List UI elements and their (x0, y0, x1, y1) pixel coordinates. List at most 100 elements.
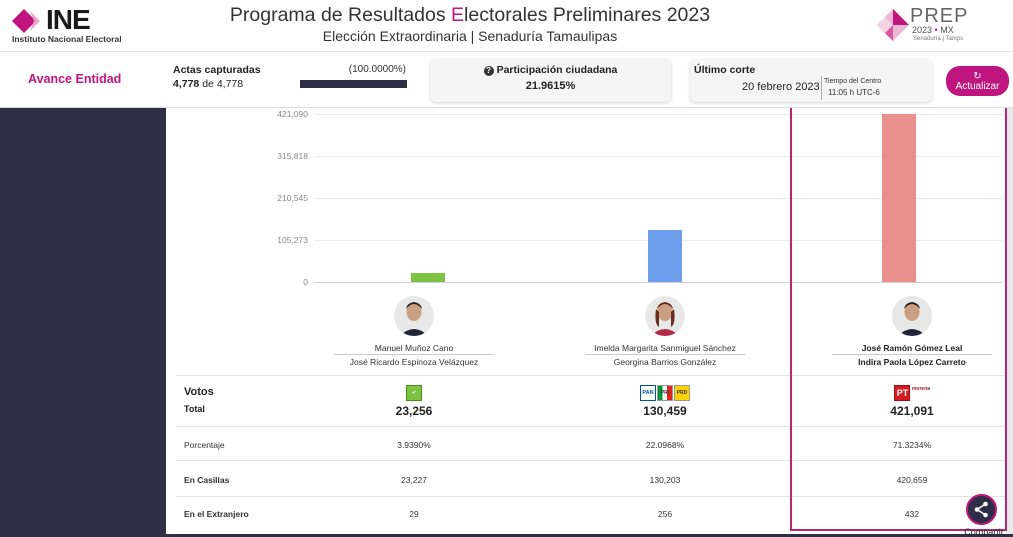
candidate-substitute-name: José Ricardo Espinoza Velázquez (349, 357, 479, 367)
chart-gridline (314, 156, 1003, 157)
title-part1: Programa de Resultados (229, 4, 452, 26)
ultimo-corte-label: Último corte (694, 64, 756, 76)
prep-diamond-icon (877, 9, 909, 41)
participacion-label-row: ? Participación ciudadana (430, 64, 671, 76)
results-panel: 421,090 315,818 210,545 105,273 0 Manuel Muñ… (166, 108, 1013, 534)
prep-dot: • (934, 25, 938, 35)
prep-year: 2023 (912, 25, 933, 35)
table-cell: 420,659 (896, 475, 928, 485)
table-cell: 432 (904, 509, 920, 519)
refresh-icon: ↻ (973, 71, 982, 82)
total-votes-cell: 421,091 (890, 404, 934, 418)
row-label: Porcentaje (184, 440, 225, 450)
ultimo-corte-divider (821, 76, 822, 100)
row-divider (176, 460, 1006, 461)
chart-gridline (314, 114, 1003, 115)
y-tick-label: 315,818 (277, 151, 308, 161)
candidate-avatar-icon (645, 296, 685, 336)
y-tick-label: 0 (303, 277, 308, 287)
verde-party-icon: ✔ (406, 385, 422, 401)
y-tick-label: 210,545 (277, 193, 308, 203)
party-logos: ✔ (324, 385, 504, 401)
title-highlight: E (451, 4, 465, 26)
candidate-divider (585, 354, 745, 355)
table-cell: 130,203 (649, 475, 681, 485)
share-label: Compartir (964, 527, 1004, 537)
summary-strip: Avance Entidad Actas capturadas (100.000… (0, 52, 1013, 108)
total-votes-cell: 130,459 (643, 404, 687, 418)
share-widget[interactable]: Compartir (958, 491, 1010, 537)
votos-total-label: Total (184, 404, 205, 414)
votos-title: Votos (184, 386, 214, 398)
candidate-substitute-name: Indira Paola López Carreto (858, 357, 966, 367)
ultimo-corte-date: 20 febrero 2023 (742, 81, 820, 93)
timezone-time: 11:05 h UTC-6 (828, 88, 880, 97)
prep-logo: PREP 2023 • MX Senaduría | Tamps (876, 5, 996, 48)
row-label: En Casillas (184, 475, 230, 485)
row-divider (176, 426, 1006, 427)
table-cell: 23,227 (401, 475, 427, 485)
prep-country: MX (940, 25, 954, 35)
ine-logo[interactable]: INE Instituto Nacional Electoral (12, 4, 127, 45)
actas-de: de (202, 78, 214, 90)
row-divider (176, 375, 1006, 376)
panel-edge (1007, 108, 1013, 534)
pan-party-icon: PAN (640, 385, 656, 401)
candidate-avatar-icon (892, 296, 932, 336)
total-votes-cell: 23,256 (395, 404, 433, 418)
table-cell: 29 (409, 509, 419, 519)
candidate-divider (334, 354, 494, 355)
participacion-card: ? Participación ciudadana 21.9615% (430, 59, 671, 102)
pt-party-icon: PT (894, 385, 911, 401)
top-header: INE Instituto Nacional Electoral Program… (0, 0, 1013, 52)
votes-bar-chart: 421,090 315,818 210,545 105,273 0 (166, 108, 1013, 288)
chart-gridline (314, 198, 1003, 199)
y-tick-label: 105,273 (277, 235, 308, 245)
row-label: En el Extranjero (184, 509, 249, 519)
actas-count: 4,778 de 4,778 (173, 78, 243, 90)
party-logos: PAN PRI PRD (575, 385, 755, 401)
share-icon (974, 501, 988, 518)
title-part2: lectorales Preliminares 2023 (464, 4, 711, 26)
page-subtitle: Elección Extraordinaria | Senaduría Tama… (322, 28, 618, 44)
prep-word: PREP (910, 5, 969, 27)
ine-subtitle: Instituto Nacional Electoral (12, 34, 122, 44)
ine-logo-text: INE (46, 4, 91, 35)
page-title: Programa de Resultados Electorales Preli… (200, 4, 740, 27)
prep-location: Senaduría | Tamps (913, 36, 964, 42)
candidate-name: José Ramón Gómez Leal (861, 343, 963, 353)
table-cell: 256 (657, 509, 673, 519)
candidate-substitute-name: Georgina Barrios González (613, 357, 717, 367)
timezone-label: Tiempo del Centro (824, 78, 882, 85)
chart-bar[interactable] (882, 113, 916, 282)
candidate-divider (832, 354, 992, 355)
row-divider (176, 496, 1006, 497)
pri-party-icon: PRI (657, 385, 673, 401)
left-sidebar (0, 108, 166, 534)
candidate-name: Imelda Margarita Sanmiguel Sánchez (594, 343, 736, 353)
chart-baseline (314, 282, 1003, 283)
morena-party-icon: morena (911, 386, 931, 392)
actas-card: Actas capturadas (100.0000%) 4,778 de 4,… (166, 59, 411, 102)
participacion-label: Participación ciudadana (496, 64, 618, 76)
table-cell: 22.0968% (645, 440, 685, 450)
actas-captured: 4,778 (173, 78, 200, 90)
chart-bar[interactable] (411, 272, 445, 282)
share-button[interactable] (966, 494, 997, 525)
actas-progress-fill (300, 80, 407, 88)
ultimo-corte-card: Último corte 20 febrero 2023 Tiempo del … (690, 59, 932, 102)
chart-bar[interactable] (648, 229, 682, 282)
prd-party-icon: PRD (674, 385, 690, 401)
prep-year-line: 2023 • MX (912, 25, 954, 35)
avance-entidad-label[interactable]: Avance Entidad (28, 72, 122, 86)
party-logos: PT morena (822, 385, 1002, 401)
actualizar-label: Actualizar (955, 81, 1000, 92)
actualizar-button[interactable]: ↻ Actualizar (946, 66, 1009, 96)
candidate-avatar-icon (394, 296, 434, 336)
actas-progress-bar (300, 80, 407, 88)
ine-mark-icon (12, 9, 40, 33)
question-icon[interactable]: ? (483, 66, 494, 76)
candidate-name: Manuel Muñoz Cano (374, 343, 454, 353)
actas-percentage: (100.0000%) (348, 64, 406, 75)
participacion-value: 21.9615% (525, 80, 576, 92)
